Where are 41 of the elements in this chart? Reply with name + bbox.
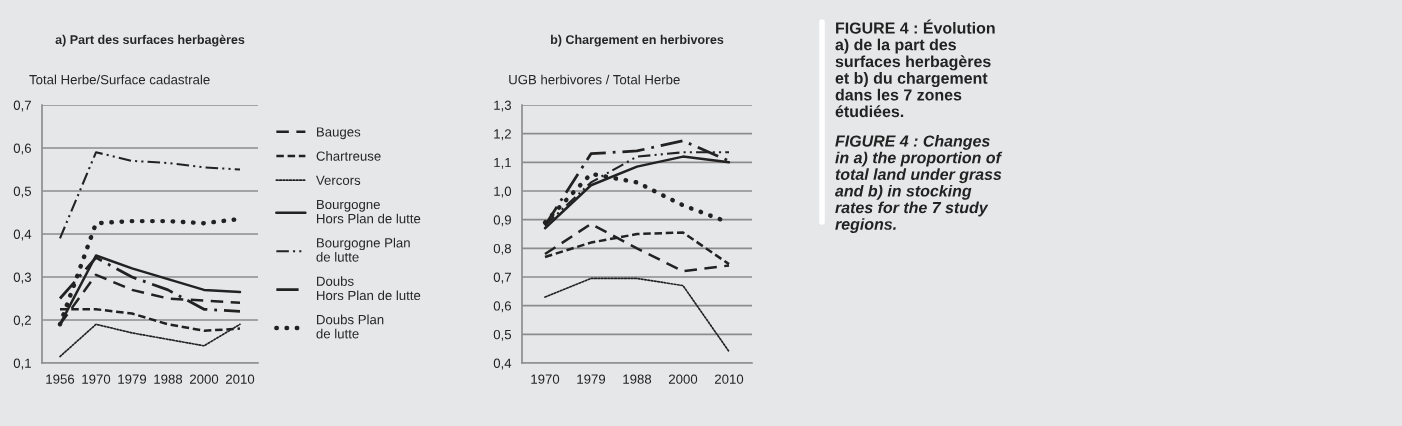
x-tick-label: 2010: [714, 374, 744, 384]
caption: FIGURE 4 : Évolution a) de la part des surfaces herbagères et b) du chargement dans les 7 zones étudiées.: [835, 19, 995, 118]
y-tick-label: 1,2: [494, 129, 511, 141]
x-tick-label: 2010: [225, 374, 255, 384]
legend-label: Bourgogne Hors Plan de lutte: [317, 199, 421, 224]
y-tick-label: 1,1: [494, 158, 511, 169]
y-tick-label: 0,7: [13, 100, 31, 112]
y-axis-title: Total Herbe/Surface cadastrale: [29, 74, 210, 85]
x-tick-label: 1988: [154, 374, 183, 384]
y-tick-label: 1,3: [494, 100, 512, 112]
y-tick-label: 0,2: [13, 315, 31, 327]
y-tick-label: 0,6: [13, 143, 32, 155]
x-tick-label: 2000: [189, 374, 219, 384]
y-tick-label: 0,7: [493, 272, 511, 284]
chart-title: a) Part des surfaces herbagères: [55, 34, 245, 47]
y-tick-label: 0,3: [13, 272, 32, 284]
y-tick-label: 0,4: [13, 229, 32, 241]
y-tick-label: 0,5: [493, 329, 512, 341]
legend-label: Vercors: [316, 175, 361, 185]
x-tick-label: 1956: [46, 374, 75, 384]
y-tick-label: 0,9: [493, 215, 511, 227]
legend-label: Doubs Hors Plan de lutte: [317, 276, 421, 301]
y-tick-label: 1,0: [494, 186, 512, 198]
x-tick-label: 2000: [668, 374, 698, 384]
legend-label: Bauges: [317, 127, 361, 140]
legend-label: Bourgogne Plan de lutte: [316, 237, 410, 262]
legend-label: Chartreuse: [316, 151, 381, 161]
x-tick-label: 1988: [623, 374, 652, 384]
x-tick-label: 1970: [531, 374, 560, 384]
y-tick-label: 0,6: [493, 301, 512, 313]
x-tick-label: 1979: [577, 374, 606, 384]
y-tick-label: 0,8: [493, 243, 512, 255]
chart-title: b) Chargement en herbivores: [551, 34, 724, 47]
caption: FIGURE 4 : Changes in a) the proportion of total land under grass and b) in stocking rates for the 7 study regions.: [835, 135, 1003, 234]
x-tick-label: 1970: [82, 374, 111, 384]
y-axis-title: UGB herbivores / Total Herbe: [509, 74, 680, 85]
x-tick-label: 1979: [118, 374, 147, 384]
legend-label: Doubs Plan de lutte: [316, 314, 384, 339]
y-tick-label: 0,1: [13, 358, 31, 370]
y-tick-label: 0,5: [13, 186, 32, 198]
y-tick-label: 0,4: [493, 358, 512, 370]
